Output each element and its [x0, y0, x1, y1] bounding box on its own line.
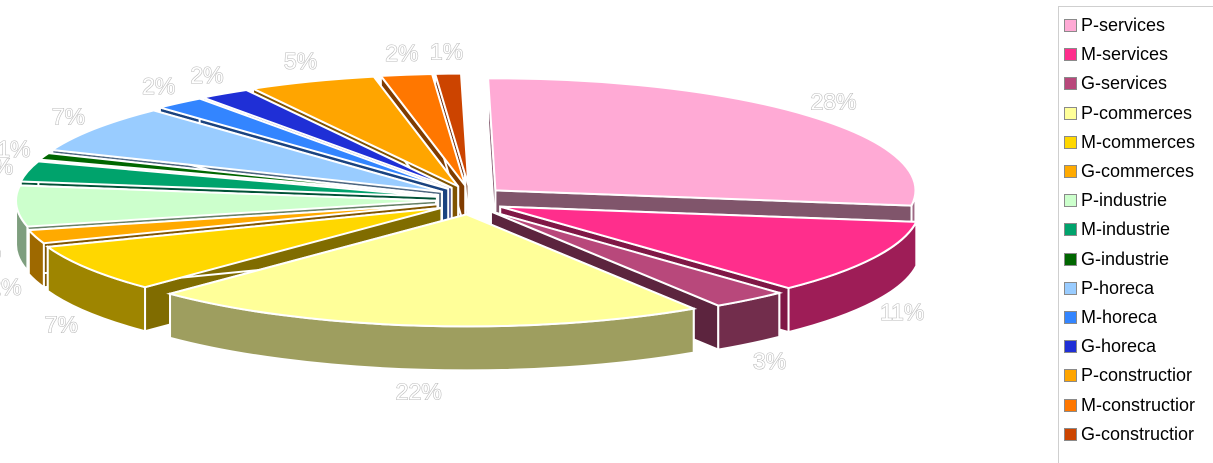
legend-swatch	[1064, 427, 1077, 441]
legend-item: G-services	[1064, 69, 1167, 98]
legend-swatch	[1064, 311, 1077, 324]
pie-slice-top	[249, 75, 459, 188]
data-label-m-construction: 2%	[385, 40, 418, 66]
pie-slice-top	[166, 213, 698, 328]
data-label-p-services: 28%	[810, 88, 856, 114]
data-label-p-construction: 5%	[284, 48, 317, 74]
pie-slice-top	[19, 160, 437, 198]
pie-slice-p-commerces	[166, 212, 698, 372]
legend-item: M-constructior	[1064, 391, 1195, 420]
legend-item: G-constructior	[1064, 420, 1194, 449]
legend-swatch	[1064, 165, 1077, 178]
legend-swatch	[1064, 77, 1077, 91]
legend-item: G-horeca	[1064, 332, 1156, 361]
legend-swatch	[1064, 135, 1077, 149]
legend-label: M-horeca	[1081, 307, 1158, 327]
legend-swatch	[1064, 369, 1077, 383]
legend-label: P-constructior	[1081, 365, 1193, 386]
legend-label: M-constructior	[1081, 394, 1196, 415]
legend-item: P-commerces	[1064, 99, 1192, 128]
pie-chart: 28%11%3%22%7%2%6%3%1%7%2%2%5%2%1% P-serv…	[0, 6, 1213, 463]
data-label-m-horeca: 2%	[142, 73, 175, 99]
pie-slice-top	[37, 152, 439, 196]
legend-label: M-industrie	[1081, 219, 1171, 240]
legend-label: P-industrie	[1081, 190, 1168, 211]
pie-slice-top	[378, 72, 467, 187]
legend-label: G-constructior	[1081, 423, 1195, 444]
legend-swatch	[1064, 223, 1077, 237]
legend-swatch	[1064, 340, 1077, 354]
data-label-g-industrie: 1%	[0, 136, 30, 162]
legend-swatch	[1064, 281, 1077, 295]
pie-slice-top	[487, 77, 917, 207]
legend-label: G-services	[1081, 73, 1168, 94]
legend-item: G-industrie	[1064, 245, 1169, 274]
data-label-m-industrie: 3%	[0, 153, 13, 179]
legend-item: M-horeca	[1064, 303, 1157, 332]
legend-swatch	[1064, 48, 1077, 62]
pie-slice-top	[490, 210, 784, 307]
pie-slice-top	[15, 184, 437, 228]
data-label-p-commerces: 22%	[396, 379, 442, 405]
data-label-p-industrie: 6%	[0, 238, 1, 264]
legend-label: G-industrie	[1081, 248, 1170, 269]
legend-item: P-horeca	[1064, 274, 1154, 303]
legend-swatch	[1064, 19, 1077, 32]
legend-item: M-industrie	[1064, 215, 1170, 244]
legend-swatch	[1064, 252, 1077, 266]
legend-label: G-commerces	[1081, 161, 1195, 181]
legend-label: P-services	[1081, 15, 1166, 35]
pie-slice-top	[199, 89, 453, 189]
legend-label: G-horeca	[1081, 336, 1157, 357]
pie-slice-top	[26, 203, 438, 245]
legend: P-services M-services G-services P-commerce…	[1058, 6, 1213, 463]
pie-slice-top	[45, 206, 442, 289]
pie-slice-top	[499, 205, 918, 290]
legend-item: P-constructior	[1064, 361, 1192, 390]
legend-label: P-commerces	[1081, 102, 1193, 123]
legend-item: P-industrie	[1064, 186, 1167, 215]
pie-chart-plot: 28%11%3%22%7%2%6%3%1%7%2%2%5%2%1%	[0, 38, 925, 405]
legend-label: M-services	[1081, 44, 1169, 65]
data-label-g-horeca: 2%	[190, 62, 223, 88]
data-label-m-services: 11%	[880, 299, 924, 325]
legend-item: G-commerces	[1064, 157, 1194, 186]
data-label-p-horeca: 7%	[52, 103, 85, 129]
data-label-m-commerces: 7%	[45, 311, 78, 337]
data-label-g-construction: 1%	[430, 39, 463, 65]
legend-label: P-horeca	[1081, 277, 1155, 298]
pie-slice-top	[49, 109, 443, 193]
pie-slice-top	[156, 97, 449, 190]
pie-slice-top	[433, 72, 470, 186]
legend-label: M-commerces	[1081, 131, 1196, 152]
data-label-g-services: 3%	[753, 348, 786, 374]
data-label-g-commerces: 2%	[0, 274, 22, 300]
legend-item: M-services	[1064, 40, 1168, 69]
legend-item: P-services	[1064, 11, 1165, 40]
legend-swatch	[1064, 398, 1077, 412]
legend-item: M-commerces	[1064, 128, 1195, 157]
legend-swatch	[1064, 194, 1077, 208]
legend-swatch	[1064, 106, 1077, 120]
